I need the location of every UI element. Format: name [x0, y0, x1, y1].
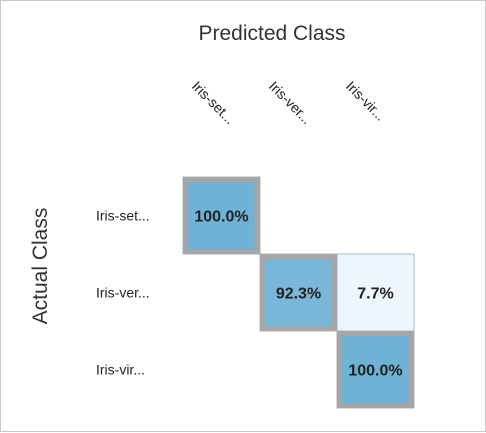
- diagonal-cell-border: [183, 177, 260, 254]
- row-label: Iris-set...: [96, 208, 150, 224]
- cell-value-label: 100.0%: [194, 209, 248, 226]
- row-labels: Iris-set... Iris-ver... Iris-vir...: [96, 208, 150, 378]
- matrix-cell: [182, 176, 261, 255]
- diagonal-cell-border: [337, 331, 414, 408]
- column-label: Iris-set...: [189, 78, 238, 127]
- diagonal-cell-border: [260, 254, 337, 331]
- cell-value-label: 92.3%: [276, 286, 321, 303]
- row-label: Iris-ver...: [96, 285, 150, 301]
- y-axis-title: Actual Class: [29, 208, 52, 325]
- column-label: Iris-ver...: [266, 78, 315, 127]
- column-labels: Iris-set... Iris-ver... Iris-vir...: [189, 78, 389, 127]
- cell-value-label: 100.0%: [348, 363, 402, 380]
- column-label: Iris-vir...: [343, 78, 389, 124]
- matrix-cell: [336, 253, 415, 332]
- matrix-cell: [336, 330, 415, 409]
- row-label: Iris-vir...: [96, 362, 145, 378]
- matrix-cells: 100.0% 92.3% 7.7% 100.0%: [182, 176, 415, 409]
- cell-value-label: 7.7%: [357, 286, 393, 303]
- matrix-cell: [259, 253, 338, 332]
- x-axis-title: Predicted Class: [198, 22, 345, 45]
